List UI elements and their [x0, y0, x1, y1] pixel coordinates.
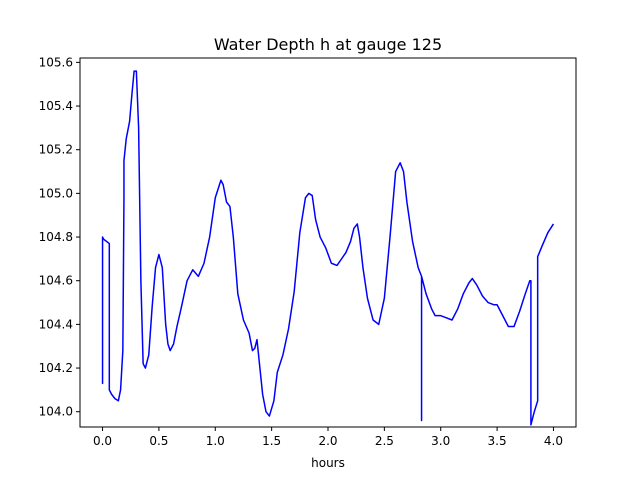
y-tick-label: 105.4	[39, 99, 73, 113]
series-layer	[101, 70, 555, 426]
y-axis: 104.0 104.2 104.4 104.6 104.8 105.0 105.2 105.4…	[39, 55, 80, 419]
x-tick-label: 0.5	[149, 434, 168, 448]
y-tick-label: 104.8	[39, 230, 73, 244]
x-tick-label: 3.5	[488, 434, 507, 448]
x-tick-label: 4.0	[544, 434, 563, 448]
y-tick-label: 104.4	[39, 317, 73, 331]
x-tick-label: 0.0	[93, 434, 112, 448]
plot-frame	[79, 57, 577, 428]
y-tick-label: 105.0	[39, 186, 73, 200]
x-tick-label: 1.5	[262, 434, 281, 448]
x-tick-label: 3.0	[431, 434, 450, 448]
x-axis-label: hours	[311, 456, 345, 470]
y-tick-label: 105.6	[39, 55, 73, 69]
x-tick-label: 2.0	[318, 434, 337, 448]
x-tick-label: 1.0	[206, 434, 225, 448]
series-line-0	[101, 70, 555, 426]
x-tick-label: 2.5	[375, 434, 394, 448]
y-tick-label: 104.0	[39, 405, 73, 419]
y-tick-label: 104.2	[39, 361, 73, 375]
y-tick-label: 104.6	[39, 274, 73, 288]
chart-title: Water Depth h at gauge 125	[214, 35, 442, 54]
x-axis: 0.0 0.5 1.0 1.5 2.0 2.5 3.0 3.5 4.0	[93, 427, 563, 448]
y-tick-label: 105.2	[39, 143, 73, 157]
